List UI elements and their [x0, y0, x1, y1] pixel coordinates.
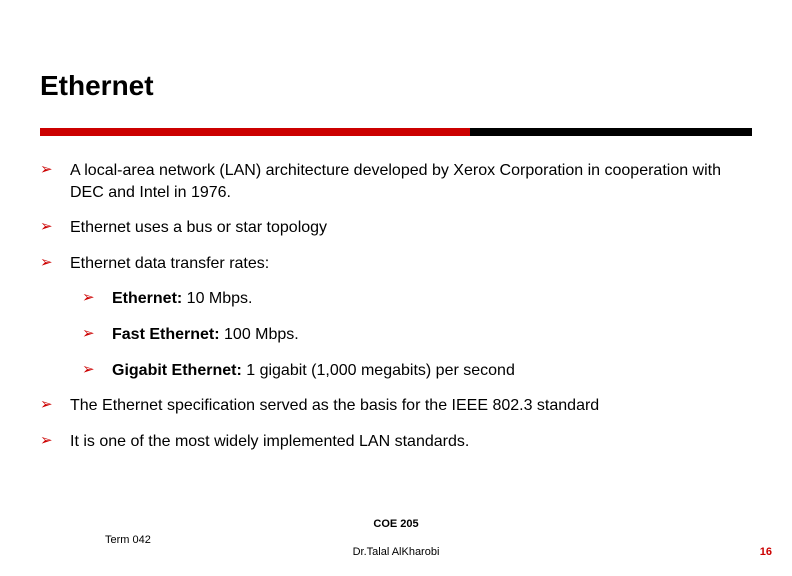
- bullet-text: The Ethernet specification served as the…: [70, 395, 752, 417]
- bullet-item: ➢ The Ethernet specification served as t…: [40, 395, 752, 417]
- divider-black-segment: [470, 128, 752, 136]
- rate-value: 100 Mbps.: [220, 326, 299, 343]
- footer-term: Term 042: [105, 534, 151, 546]
- slide: Ethernet ➢ A local-area network (LAN) ar…: [0, 0, 792, 576]
- bullet-icon: ➢: [82, 360, 98, 380]
- bullet-item: ➢ It is one of the most widely implement…: [40, 431, 752, 453]
- bullet-text: Gigabit Ethernet: 1 gigabit (1,000 megab…: [112, 360, 752, 382]
- bullet-icon: ➢: [82, 288, 98, 308]
- rate-value: 10 Mbps.: [182, 290, 252, 307]
- bullet-item: ➢ Ethernet data transfer rates:: [40, 253, 752, 275]
- bullet-icon: ➢: [82, 324, 98, 344]
- footer-course: COE 205: [0, 518, 792, 530]
- bullet-icon: ➢: [40, 217, 56, 237]
- bullet-icon: ➢: [40, 253, 56, 273]
- bullet-text: It is one of the most widely implemented…: [70, 431, 752, 453]
- bullet-item: ➢ Ethernet uses a bus or star topology: [40, 217, 752, 239]
- sub-bullet-item: ➢ Fast Ethernet: 100 Mbps.: [82, 324, 752, 346]
- slide-body: ➢ A local-area network (LAN) architectur…: [40, 160, 752, 466]
- bullet-icon: ➢: [40, 431, 56, 451]
- bullet-text: Fast Ethernet: 100 Mbps.: [112, 324, 752, 346]
- bullet-text: A local-area network (LAN) architecture …: [70, 160, 752, 203]
- rate-label: Ethernet:: [112, 290, 182, 307]
- bullet-icon: ➢: [40, 395, 56, 415]
- bullet-icon: ➢: [40, 160, 56, 180]
- footer-page-number: 16: [760, 546, 772, 558]
- rate-label: Fast Ethernet:: [112, 326, 220, 343]
- sub-bullet-item: ➢ Ethernet: 10 Mbps.: [82, 288, 752, 310]
- rate-label: Gigabit Ethernet:: [112, 362, 242, 379]
- slide-title: Ethernet: [40, 70, 154, 102]
- bullet-text: Ethernet data transfer rates:: [70, 253, 752, 275]
- divider-red-segment: [40, 128, 470, 136]
- bullet-text: Ethernet: 10 Mbps.: [112, 288, 752, 310]
- sub-bullet-item: ➢ Gigabit Ethernet: 1 gigabit (1,000 meg…: [82, 360, 752, 382]
- bullet-text: Ethernet uses a bus or star topology: [70, 217, 752, 239]
- rate-value: 1 gigabit (1,000 megabits) per second: [242, 362, 515, 379]
- bullet-item: ➢ A local-area network (LAN) architectur…: [40, 160, 752, 203]
- footer-author: Dr.Talal AlKharobi: [0, 546, 792, 558]
- title-divider: [40, 128, 752, 136]
